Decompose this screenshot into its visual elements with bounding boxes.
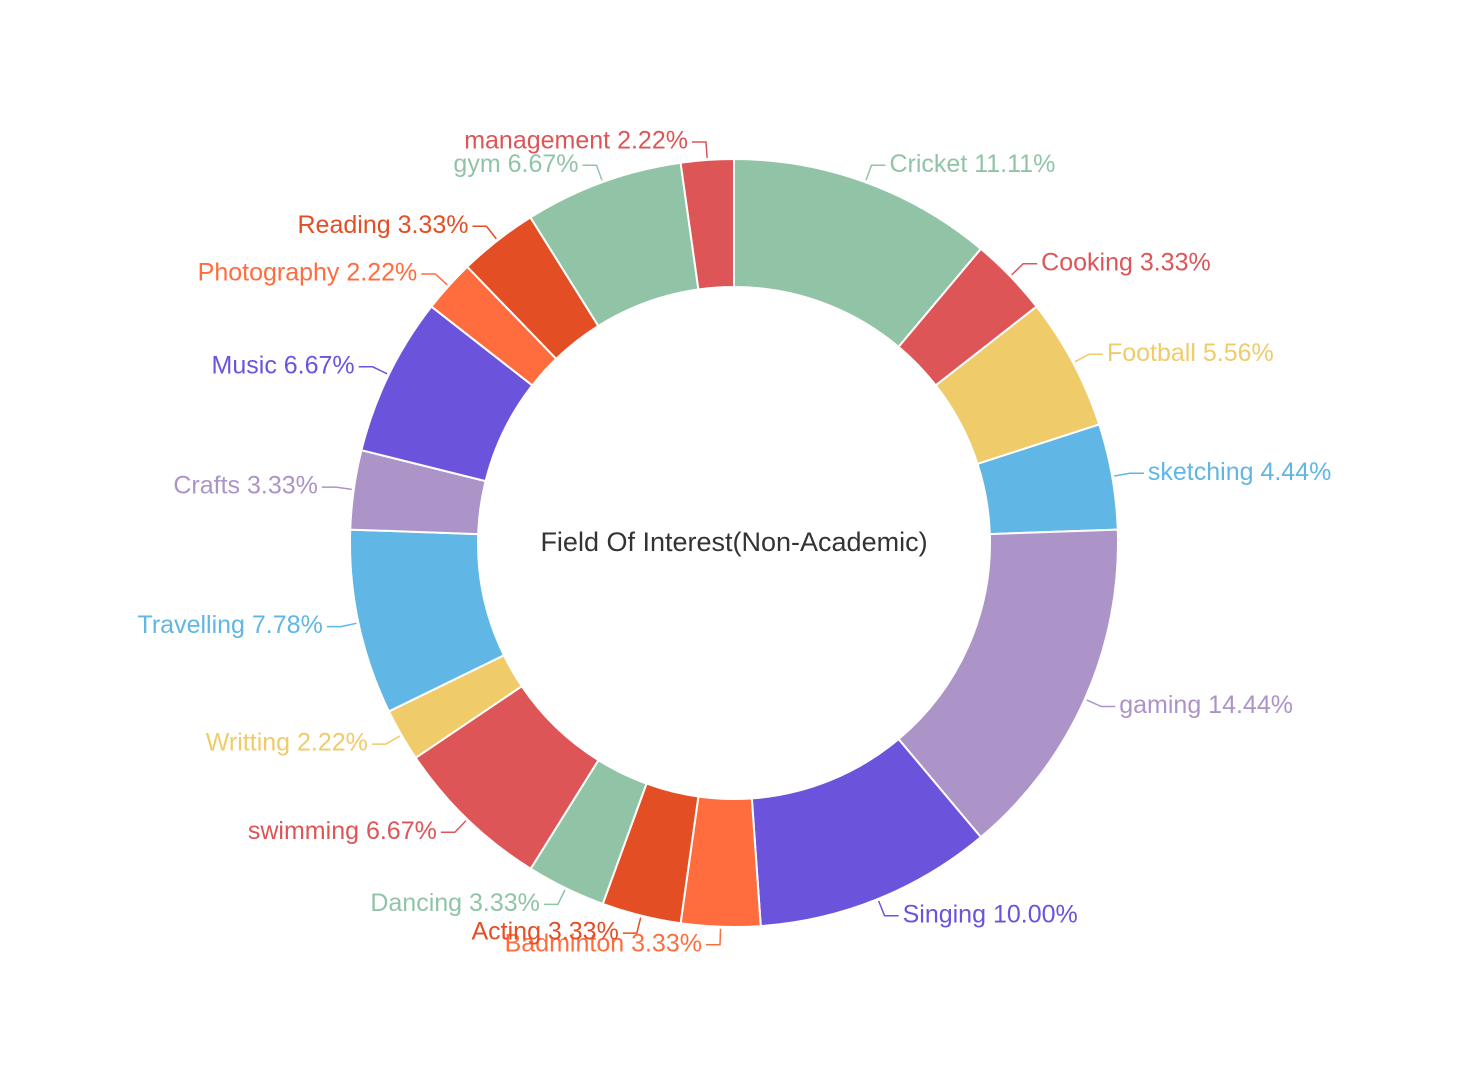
leader-line-management (691, 141, 708, 158)
leader-line-writting (371, 735, 401, 745)
leader-lines-layer (321, 141, 1144, 946)
slice-label-acting: Acting 3.33% (471, 918, 618, 946)
leader-line-gaming (1086, 699, 1116, 708)
slice-label-management: management 2.22% (464, 127, 688, 155)
leader-line-cooking (1011, 262, 1038, 276)
slice-label-reading: Reading 3.33% (298, 211, 469, 239)
leader-line-cricket (865, 164, 886, 181)
leader-line-singing (877, 900, 899, 917)
leader-line-acting (622, 917, 642, 934)
slice-label-cricket: Cricket 11.11% (890, 150, 1056, 178)
leader-line-photography (421, 273, 448, 286)
leader-line-music (358, 366, 388, 375)
slice-label-gym: gym 6.67% (453, 150, 578, 178)
slice-label-football: Football 5.56% (1107, 339, 1274, 367)
slice-management[interactable] (679, 157, 735, 291)
slice-label-photography: Photography 2.22% (198, 259, 418, 287)
leader-line-dancing (543, 889, 566, 906)
slice-label-gaming: gaming 14.44% (1119, 691, 1293, 719)
chart-title: Field Of Interest(Non-Academic) (540, 527, 927, 557)
leader-line-sketching (1114, 472, 1144, 477)
slice-label-dancing: Dancing 3.33% (370, 889, 540, 917)
leader-line-swimming (440, 820, 467, 834)
leader-line-gym (582, 164, 603, 181)
leader-line-football (1074, 353, 1103, 363)
slice-label-music: Music 6.67% (212, 351, 355, 379)
leader-line-travelling (326, 622, 357, 628)
slice-label-cooking: Cooking 3.33% (1041, 248, 1211, 276)
slice-label-swimming: swimming 6.67% (248, 817, 437, 845)
labels-layer: Cricket 11.11% Cooking 3.33% Football 5.56… (138, 127, 1332, 958)
slice-label-writting: Writting 2.22% (206, 729, 368, 757)
leader-line-badminton (705, 928, 722, 946)
slice-label-singing: Singing 10.00% (903, 900, 1078, 928)
slice-label-travelling: Travelling 7.78% (138, 611, 323, 639)
slices-layer (349, 157, 1119, 928)
leader-line-reading (472, 225, 497, 240)
slice-label-sketching: sketching 4.44% (1148, 458, 1331, 486)
slice-label-badminton: Badminton 3.33% (505, 929, 702, 957)
slice-label-crafts: Crafts 3.33% (173, 472, 318, 500)
leader-line-crafts (321, 486, 352, 491)
